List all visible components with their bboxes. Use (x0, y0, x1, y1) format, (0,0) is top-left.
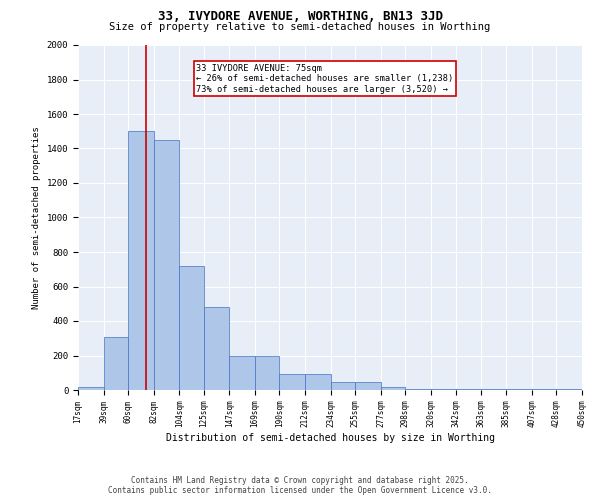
Bar (179, 266, 204, 390)
Bar (380, 386, 405, 390)
Bar (355, 382, 380, 390)
Text: 33 IVYDORE AVENUE: 75sqm
← 26% of semi-detached houses are smaller (1,238)
73% o: 33 IVYDORE AVENUE: 75sqm ← 26% of semi-d… (196, 64, 454, 94)
Bar (556, 389, 582, 390)
Bar (331, 382, 355, 390)
Bar (431, 389, 456, 390)
Bar (280, 374, 305, 390)
Bar (154, 140, 179, 390)
Bar (229, 356, 255, 390)
Text: 33, IVYDORE AVENUE, WORTHING, BN13 3JD: 33, IVYDORE AVENUE, WORTHING, BN13 3JD (157, 10, 443, 23)
Text: Size of property relative to semi-detached houses in Worthing: Size of property relative to semi-detach… (109, 22, 491, 32)
X-axis label: Distribution of semi-detached houses by size in Worthing: Distribution of semi-detached houses by … (166, 433, 494, 443)
Bar (532, 389, 556, 390)
Bar (405, 389, 431, 390)
Y-axis label: Number of semi-detached properties: Number of semi-detached properties (32, 126, 41, 309)
Bar (305, 374, 331, 390)
Bar (255, 356, 280, 390)
Bar (104, 336, 128, 390)
Bar (481, 389, 506, 390)
Bar (128, 131, 154, 390)
Text: Contains HM Land Registry data © Crown copyright and database right 2025.
Contai: Contains HM Land Registry data © Crown c… (108, 476, 492, 495)
Bar (456, 389, 481, 390)
Bar (204, 307, 229, 390)
Bar (78, 386, 104, 390)
Bar (506, 389, 532, 390)
